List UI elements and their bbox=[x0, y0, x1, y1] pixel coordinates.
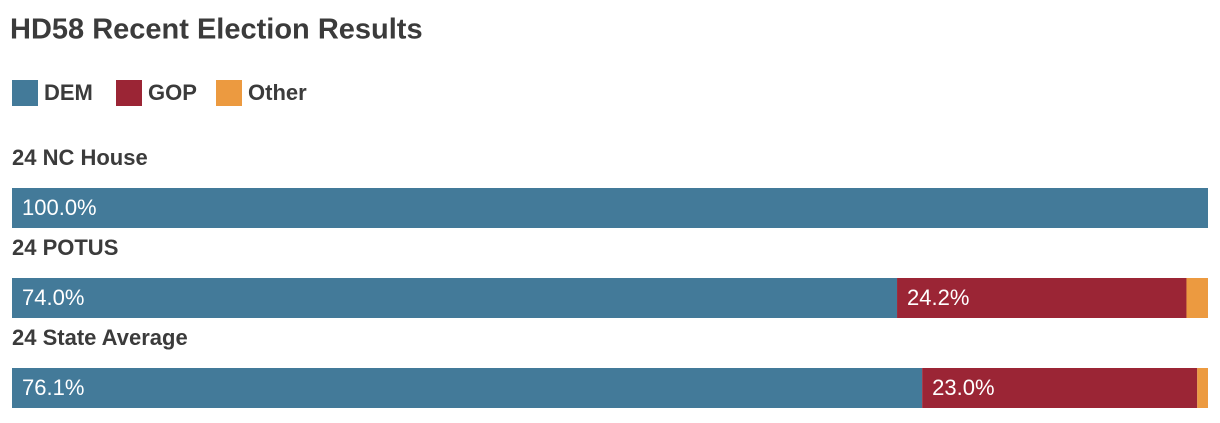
chart-title: HD58 Recent Election Results bbox=[10, 14, 423, 46]
bar-segment bbox=[1197, 368, 1208, 408]
bar-segment bbox=[12, 188, 1208, 228]
legend-label: GOP bbox=[148, 80, 197, 105]
row-label: 24 POTUS bbox=[12, 235, 118, 260]
value-label: 76.1% bbox=[22, 375, 84, 400]
legend-label: DEM bbox=[44, 80, 93, 105]
bar-segment bbox=[922, 368, 1198, 408]
legend-label: Other bbox=[248, 80, 307, 105]
legend-swatch bbox=[116, 80, 142, 106]
legend-swatch bbox=[12, 80, 38, 106]
value-label: 24.2% bbox=[907, 285, 969, 310]
bar-segment bbox=[897, 278, 1187, 318]
row-label: 24 State Average bbox=[12, 325, 188, 350]
row-label: 24 NC House bbox=[12, 145, 148, 170]
value-label: 100.0% bbox=[22, 195, 97, 220]
value-label: 74.0% bbox=[22, 285, 84, 310]
value-label: 23.0% bbox=[932, 375, 994, 400]
bar-segment bbox=[12, 278, 898, 318]
bar-segment bbox=[1186, 278, 1208, 318]
legend-swatch bbox=[216, 80, 242, 106]
bar-segment bbox=[12, 368, 923, 408]
